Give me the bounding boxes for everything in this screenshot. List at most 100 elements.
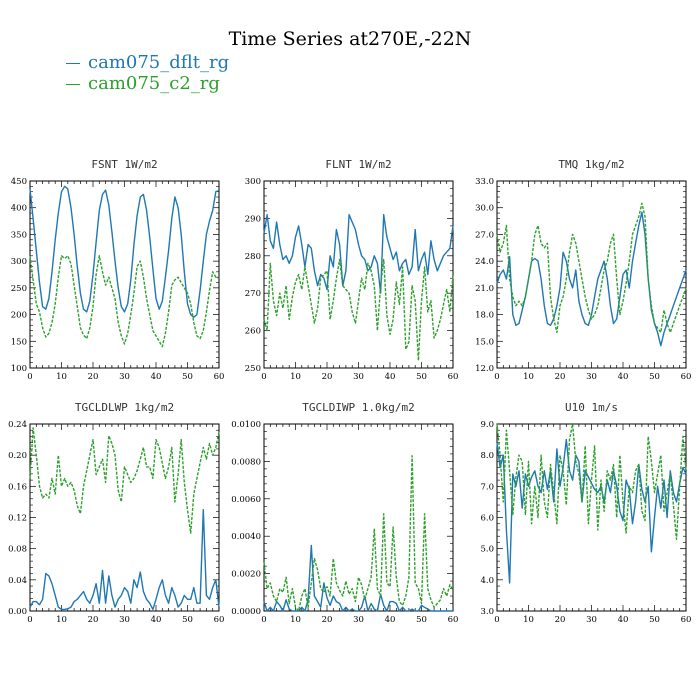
panel-5: TGCLDIWP 1.0kg/m2 0 10 20 30 40 50 60 0.0000 0.00… — [231, 401, 458, 625]
x-tick-label: 20 — [322, 372, 333, 382]
y-tick-label: 0.24 — [8, 420, 27, 430]
y-tick-label: 3.0 — [480, 607, 494, 617]
x-tick-label: 10 — [523, 615, 534, 625]
x-tick-label: 0 — [27, 615, 32, 625]
y-tick-label: 9.0 — [480, 420, 494, 430]
x-tick-label: 30 — [353, 372, 364, 382]
page-title: Time Series at270E,-22N — [228, 28, 472, 50]
panel-title: TMQ 1kg/m2 — [558, 158, 624, 171]
x-tick-label: 40 — [151, 372, 162, 382]
y-tick-label: 0.0060 — [231, 495, 261, 505]
x-tick-label: 0 — [494, 615, 499, 625]
y-tick-label: 33.0 — [475, 177, 494, 187]
y-tick-label: 27.0 — [475, 230, 494, 240]
x-tick-label: 50 — [182, 615, 193, 625]
series-line-c2 — [263, 258, 454, 362]
x-tick-label: 50 — [649, 615, 660, 625]
series-line-c2 — [496, 202, 687, 334]
panel-title: FLNT 1W/m2 — [325, 158, 391, 171]
legend: cam075_dflt_rg cam075_c2_rg — [66, 52, 229, 94]
y-tick-label: 0.16 — [8, 482, 27, 492]
x-tick-label: 0 — [27, 372, 32, 382]
x-tick-label: 40 — [618, 372, 629, 382]
y-tick-label: 300 — [245, 177, 261, 187]
y-tick-label: 400 — [11, 204, 27, 214]
y-tick-label: 150 — [11, 337, 27, 347]
x-tick-label: 50 — [182, 372, 193, 382]
x-tick-label: 0 — [261, 615, 266, 625]
series-line-c2 — [29, 427, 220, 534]
y-tick-label: 0.20 — [8, 451, 27, 461]
y-tick-label: 0.0000 — [231, 607, 261, 617]
y-tick-label: 24.0 — [475, 257, 494, 267]
legend-label-1: cam075_dflt_rg — [88, 52, 230, 73]
plot-frame — [29, 423, 220, 612]
y-tick-label: 0.00 — [8, 607, 27, 617]
y-tick-label: 260 — [245, 327, 261, 337]
x-tick-label: 20 — [555, 372, 566, 382]
y-tick-label: 12.0 — [475, 364, 494, 374]
x-tick-label: 20 — [555, 615, 566, 625]
panel-6: U10 1m/s 0 10 20 30 40 50 60 3.0 4.0 5.0 6.0 7.0 8.0 9… — [480, 401, 691, 625]
y-tick-label: 7.0 — [480, 482, 494, 492]
x-tick-label: 30 — [586, 615, 597, 625]
y-tick-label: 250 — [245, 364, 261, 374]
panel-2: FLNT 1W/m2 0 10 20 30 40 50 60 250 260 270 280 290 30… — [245, 158, 459, 382]
plot-frame — [496, 423, 687, 612]
x-tick-label: 10 — [290, 615, 301, 625]
x-tick-label: 60 — [681, 615, 692, 625]
panel-title: TGCLDIWP 1.0kg/m2 — [302, 401, 415, 414]
plot-frame — [496, 180, 687, 369]
y-tick-label: 0.0020 — [231, 570, 261, 580]
series-line-dflt — [263, 544, 453, 612]
y-tick-label: 30.0 — [475, 204, 494, 214]
y-tick-label: 0.0100 — [231, 420, 261, 430]
x-tick-label: 60 — [214, 615, 225, 625]
x-tick-label: 0 — [261, 372, 266, 382]
series-line-dflt — [29, 185, 220, 318]
legend-entry-1: cam075_dflt_rg — [66, 52, 229, 73]
x-tick-label: 10 — [56, 615, 67, 625]
series-line-c2 — [496, 423, 687, 540]
x-tick-label: 50 — [416, 372, 427, 382]
x-tick-label: 40 — [385, 372, 396, 382]
panel-title: FSNT 1W/m2 — [91, 158, 157, 171]
x-tick-label: 60 — [214, 372, 225, 382]
y-tick-label: 5.0 — [480, 545, 494, 555]
x-tick-label: 60 — [681, 372, 692, 382]
x-tick-label: 0 — [494, 372, 499, 382]
legend-entry-2: cam075_c2_rg — [66, 73, 229, 94]
y-tick-label: 8.0 — [480, 451, 494, 461]
series-line-c2 — [263, 455, 454, 612]
x-tick-label: 10 — [56, 372, 67, 382]
x-tick-label: 10 — [523, 372, 534, 382]
y-tick-label: 270 — [245, 289, 261, 299]
x-tick-label: 20 — [88, 372, 99, 382]
y-tick-label: 15.0 — [475, 337, 494, 347]
x-tick-label: 30 — [586, 372, 597, 382]
x-tick-label: 50 — [416, 615, 427, 625]
series-line-dflt — [29, 509, 220, 611]
panel-4: TGCLDLWP 1kg/m2 0 10 20 30 40 50 60 0.00 0.04 0.08… — [8, 401, 224, 625]
x-tick-label: 30 — [353, 615, 364, 625]
x-tick-label: 40 — [618, 615, 629, 625]
x-tick-label: 20 — [322, 615, 333, 625]
x-tick-label: 10 — [290, 372, 301, 382]
x-tick-label: 40 — [151, 615, 162, 625]
panel-3: TMQ 1kg/m2 0 10 20 30 40 50 60 12.0 15.0 18.0 21.0 2… — [475, 158, 691, 382]
x-tick-label: 60 — [448, 615, 459, 625]
legend-swatch-1 — [66, 63, 80, 64]
y-tick-label: 0.12 — [8, 514, 27, 524]
x-tick-label: 30 — [119, 372, 130, 382]
x-tick-label: 30 — [119, 615, 130, 625]
y-tick-label: 21.0 — [475, 284, 494, 294]
x-tick-label: 20 — [88, 615, 99, 625]
panel-title: U10 1m/s — [565, 401, 618, 414]
y-tick-label: 300 — [11, 257, 27, 267]
y-tick-label: 290 — [245, 214, 261, 224]
y-tick-label: 18.0 — [475, 311, 494, 321]
y-tick-label: 100 — [11, 364, 27, 374]
y-tick-label: 350 — [11, 230, 27, 240]
x-tick-label: 60 — [448, 372, 459, 382]
